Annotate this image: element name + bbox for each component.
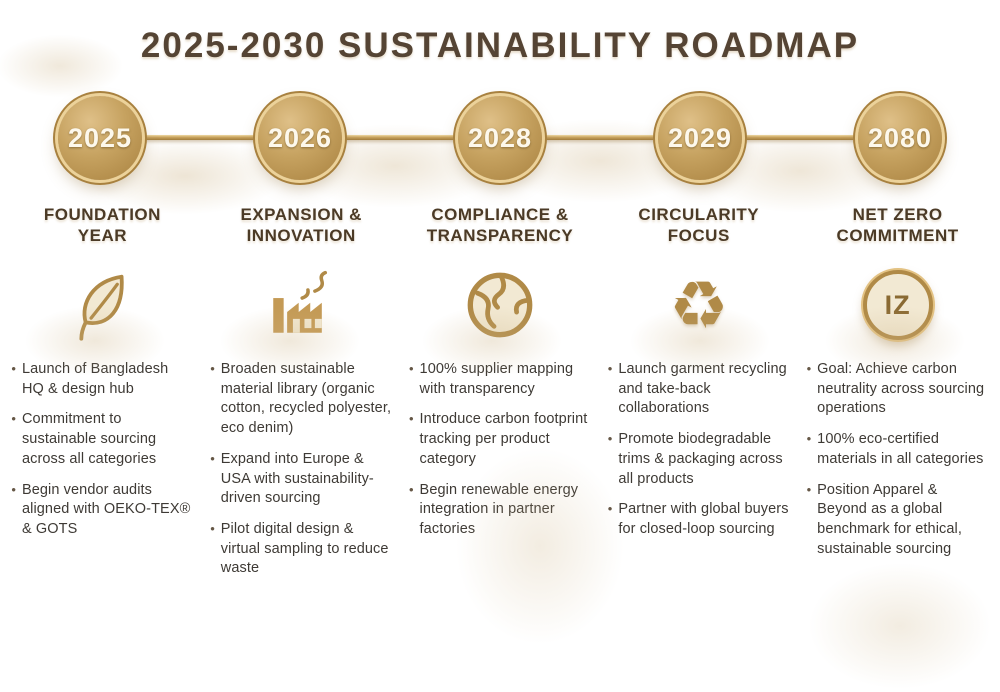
year-badge-2080: 2080 — [858, 96, 942, 180]
bullet-text: Introduce carbon footprint tracking per … — [419, 411, 588, 467]
phase-column-net-zero-commitment: NET ZERO COMMITMENT IZ • Goal: Achieve c… — [803, 204, 992, 579]
bullet-marker: • — [11, 361, 16, 376]
bullet-item: • Launch garment recycling and take-back… — [608, 360, 790, 419]
bullet-item: • Introduce carbon footprint tracking pe… — [409, 410, 591, 469]
bullet-text: Promote biodegradable trims & packaging … — [618, 431, 783, 487]
bullet-item: • 100% supplier mapping with transparenc… — [409, 360, 591, 399]
phase-column-compliance-transparency: COMPLIANCE & TRANSPARENCY • 100% supplie… — [406, 204, 595, 579]
bullet-text: Partner with global buyers for closed-lo… — [618, 501, 789, 538]
phase-title: COMPLIANCE & TRANSPARENCY — [426, 205, 574, 246]
year-label: 2080 — [867, 122, 933, 153]
bullet-list: • Broaden sustainable material library (… — [210, 360, 392, 579]
phase-column-expansion-innovation: EXPANSION & INNOVATION • Broaden sustain… — [207, 204, 396, 579]
phase-title: CIRCULARITY FOCUS — [638, 205, 760, 246]
bullet-list: • 100% supplier mapping with transparenc… — [409, 360, 591, 540]
year-badge-2028: 2028 — [458, 96, 542, 180]
timeline: 2025 2026 2028 2029 2080 — [0, 90, 1000, 186]
bullet-marker: • — [806, 361, 812, 376]
leaf-icon — [67, 264, 137, 346]
page-title: 2025-2030 SUSTAINABILITY ROADMAP — [140, 26, 860, 65]
bullet-text: Goal: Achieve carbon neutrality across s… — [817, 361, 985, 417]
bullet-item: • Partner with global buyers for closed-… — [608, 500, 790, 539]
bullet-marker: • — [11, 411, 16, 427]
bullet-text: 100% eco-certified materials in all cate… — [817, 431, 984, 467]
bullet-item: • Commitment to sustainable sourcing acr… — [11, 410, 193, 469]
year-badge-2026: 2026 — [258, 96, 342, 180]
bullet-text: 100% supplier mapping with transparency — [419, 361, 574, 397]
year-label: 2028 — [467, 122, 533, 153]
phase-title: NET ZERO COMMITMENT — [836, 205, 959, 246]
phase-title: FOUNDATION YEAR — [43, 205, 161, 246]
factory-icon — [264, 264, 338, 346]
bullet-marker: • — [607, 361, 613, 376]
year-label: 2025 — [67, 122, 133, 153]
net-zero-icon: IZ — [862, 264, 933, 346]
bullet-item: • Expand into Europe & USA with sustaina… — [210, 450, 392, 509]
bullet-marker: • — [607, 501, 613, 517]
bullet-list: • Launch garment recycling and take-back… — [608, 360, 790, 540]
bullet-item: • Begin renewable energy integration in … — [409, 481, 591, 540]
bullet-list: • Launch of Bangladesh HQ & design hub •… — [11, 360, 193, 540]
bullet-text: Commitment to sustainable sourcing acros… — [21, 411, 157, 467]
bullet-item: • Broaden sustainable material library (… — [210, 360, 392, 439]
bullet-item: • Pilot digital design & virtual samplin… — [210, 520, 392, 579]
year-label: 2026 — [267, 122, 333, 153]
bullet-text: Begin vendor audits aligned with OEKO-TE… — [21, 481, 191, 538]
phase-column-foundation-year: FOUNDATION YEAR • Launch of Bangladesh H… — [8, 204, 197, 579]
bullet-marker: • — [210, 450, 215, 466]
bullet-item: • Begin vendor audits aligned with OEKO-… — [11, 481, 193, 540]
bullet-text: Begin renewable energy integration in pa… — [419, 481, 579, 538]
bullet-text: Broaden sustainable material library (or… — [220, 361, 392, 437]
bullet-marker: • — [210, 521, 215, 537]
year-badge-2029: 2029 — [658, 96, 742, 180]
year-badge-2025: 2025 — [58, 96, 142, 180]
bullet-list: • Goal: Achieve carbon neutrality across… — [807, 360, 989, 559]
net-zero-icon-label: IZ — [884, 289, 911, 320]
bullet-item: • 100% eco-certified materials in all ca… — [807, 430, 989, 469]
bullet-item: • Launch of Bangladesh HQ & design hub — [11, 360, 193, 399]
bullet-marker: • — [11, 481, 16, 497]
bullet-marker: • — [607, 431, 613, 447]
bullet-text: Expand into Europe & USA with sustainabi… — [220, 450, 374, 507]
phase-columns: FOUNDATION YEAR • Launch of Bangladesh H… — [0, 204, 1000, 579]
bullet-marker: • — [210, 361, 215, 376]
recycle-icon: ♻ — [669, 268, 729, 342]
phase-column-circularity-focus: CIRCULARITY FOCUS ♻ • Launch garment rec… — [604, 204, 793, 579]
bullet-text: Launch of Bangladesh HQ & design hub — [21, 361, 169, 397]
globe-icon — [462, 264, 538, 346]
bullet-text: Pilot digital design & virtual sampling … — [220, 521, 389, 577]
bullet-marker: • — [408, 411, 414, 427]
bullet-item: • Position Apparel & Beyond as a global … — [807, 481, 989, 560]
roadmap-infographic: 2025-2030 SUSTAINABILITY ROADMAP 2025 20… — [0, 26, 1000, 692]
timeline-badge-row: 2025 2026 2028 2029 2080 — [0, 90, 1000, 186]
bullet-marker: • — [806, 481, 812, 497]
bullet-marker: • — [408, 361, 414, 376]
phase-title: EXPANSION & INNOVATION — [240, 205, 362, 246]
bullet-item: • Promote biodegradable trims & packagin… — [608, 430, 790, 489]
bullet-marker: • — [408, 481, 414, 497]
year-label: 2029 — [667, 122, 733, 153]
bullet-marker: • — [806, 431, 812, 447]
bullet-text: Position Apparel & Beyond as a global be… — [817, 481, 963, 557]
bullet-text: Launch garment recycling and take-back c… — [618, 361, 787, 417]
bullet-item: • Goal: Achieve carbon neutrality across… — [807, 360, 989, 419]
